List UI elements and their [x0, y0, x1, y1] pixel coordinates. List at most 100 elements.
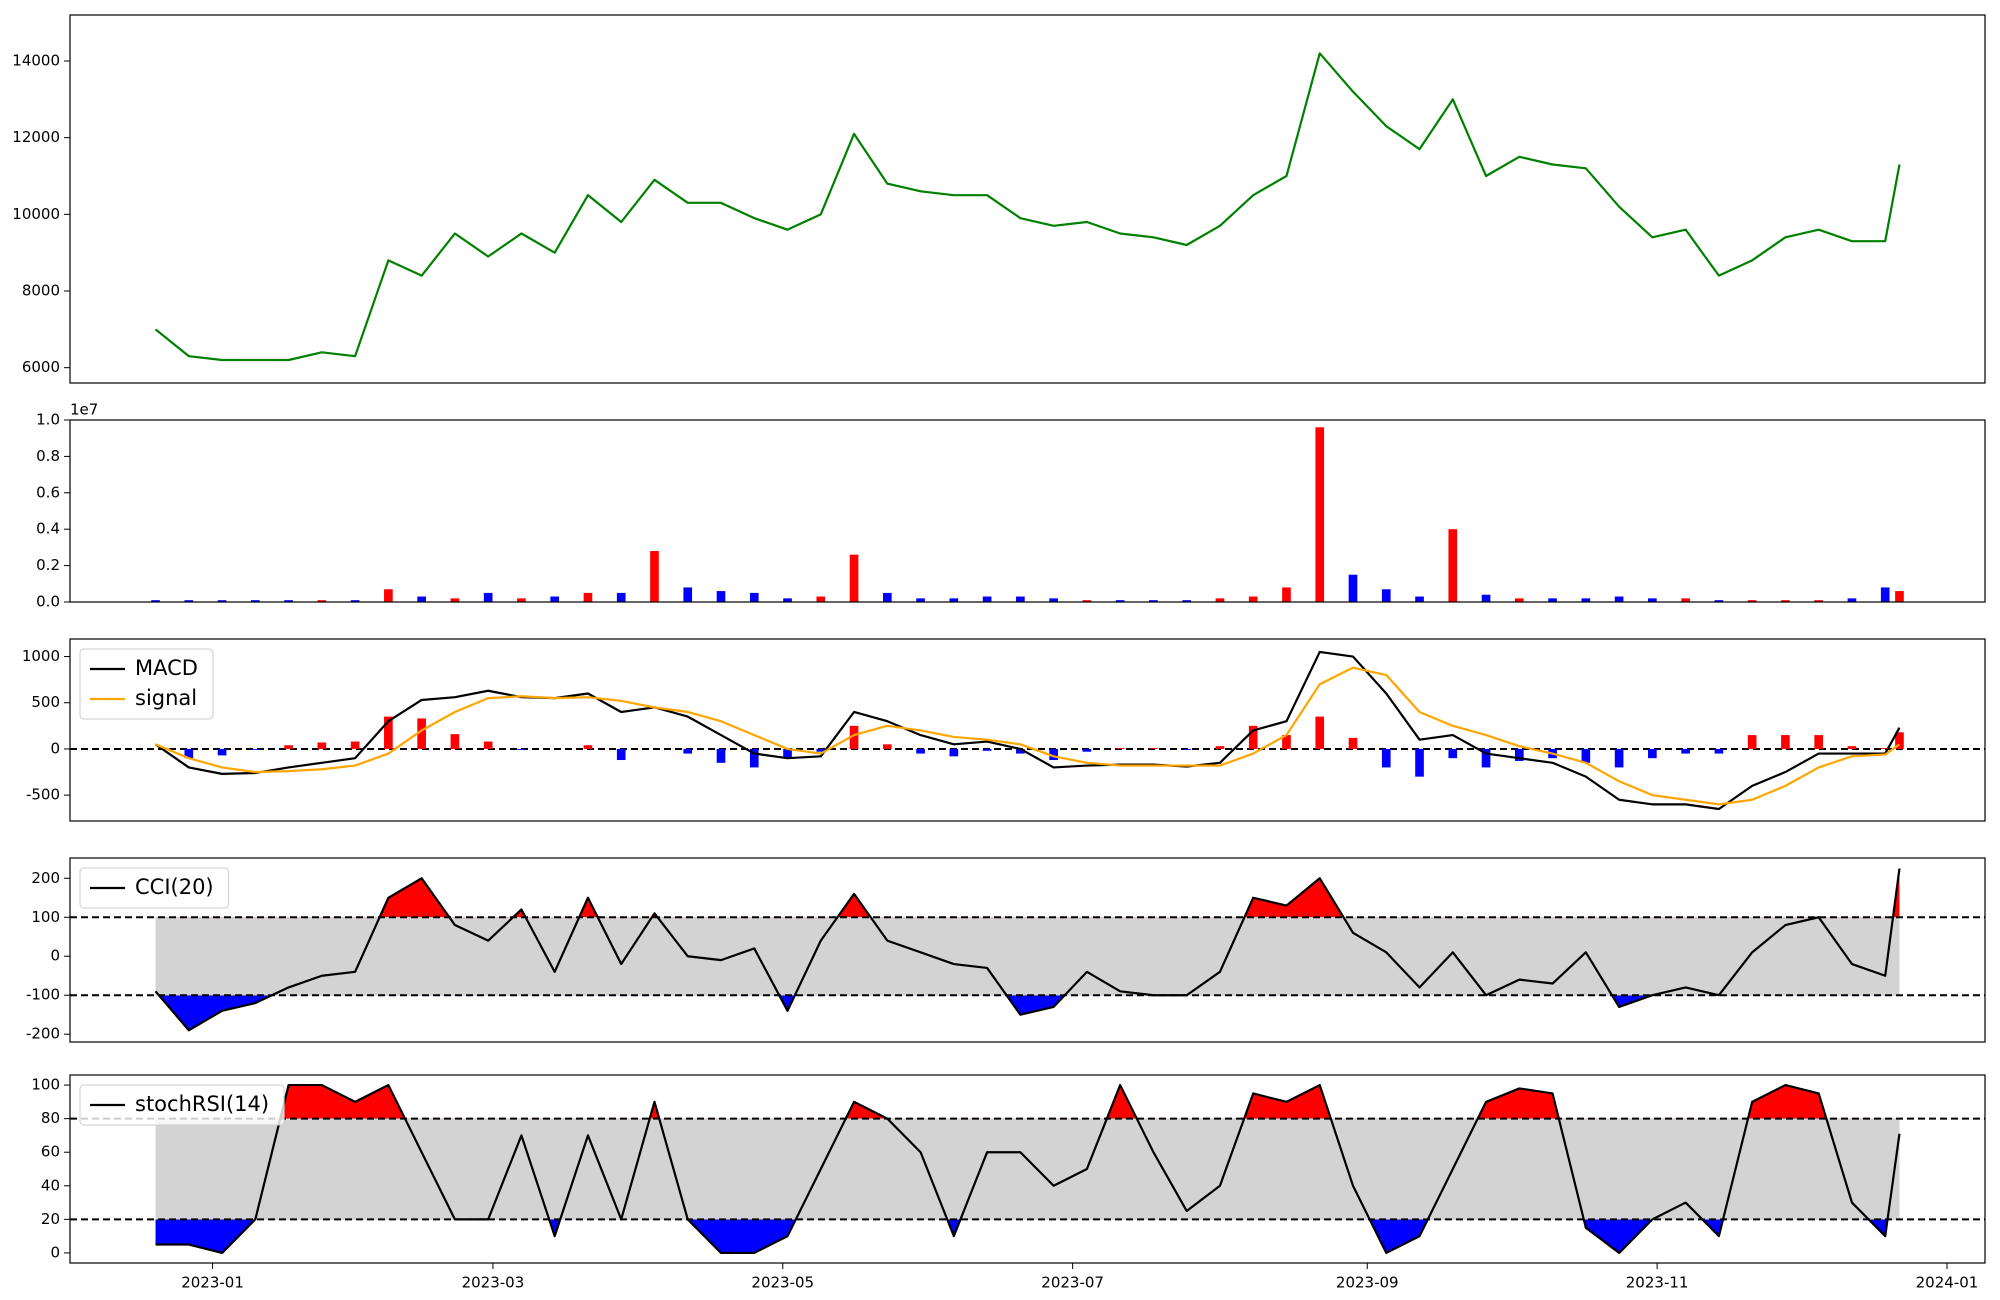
bar: [949, 598, 959, 602]
bar: [550, 596, 560, 602]
bar: [1614, 748, 1624, 768]
panel: -200 -100 0 100 200 CCI(20): [26, 857, 1986, 1043]
bar: [583, 592, 593, 602]
bar: [217, 600, 227, 602]
bar: [1880, 748, 1890, 749]
bar: [1115, 600, 1125, 602]
y-tick-label: 40: [41, 1176, 60, 1194]
legend-label: MACD: [135, 656, 198, 680]
plot-frame: [69, 14, 1986, 384]
y-tick-label: 500: [31, 693, 60, 711]
line: [154, 52, 1901, 362]
y-tick-label: -500: [26, 786, 60, 804]
bar: [1149, 600, 1158, 602]
bar: [1648, 598, 1657, 602]
y-tick-label: 8000: [22, 282, 60, 300]
y-tick-label: 60: [41, 1143, 60, 1161]
bar: [1049, 598, 1058, 602]
y-tick-label: 0.0: [36, 593, 60, 611]
bar: [384, 589, 393, 602]
bar: [1016, 596, 1025, 602]
neutral-band: [155, 1118, 1900, 1220]
bar: [882, 592, 892, 602]
x-tick-label: 2023-07: [1041, 1274, 1104, 1292]
bar: [749, 748, 759, 768]
bar: [949, 748, 959, 757]
bar: [1847, 746, 1857, 749]
bar: [1814, 600, 1824, 602]
legend-box: [79, 1084, 285, 1126]
bar: [350, 741, 360, 749]
bar: [849, 725, 859, 749]
bar: [1681, 598, 1690, 602]
bar: [417, 596, 426, 602]
bar: [1248, 725, 1258, 749]
y-tick-label: 0.2: [36, 556, 60, 574]
y-tick-label: 0.6: [36, 483, 60, 501]
y-tick-label: 20: [41, 1210, 60, 1228]
x-tick-label: 2024-01: [1916, 1274, 1979, 1292]
bar: [1781, 735, 1790, 749]
bar: [1481, 594, 1491, 602]
panel: -500 0 500 1000 MACD signal: [22, 638, 1986, 822]
bar: [1415, 596, 1424, 602]
y-tick-label: 0: [50, 1243, 60, 1261]
bar: [683, 587, 693, 602]
x-tick-label: 2023-03: [462, 1274, 525, 1292]
x-tick-label: 2023-05: [751, 1274, 814, 1292]
y-tick-label: 10000: [12, 205, 60, 223]
bar: [1448, 748, 1458, 759]
bar: [616, 592, 626, 602]
line: [155, 666, 1901, 806]
bar: [1282, 735, 1291, 749]
bar: [483, 741, 493, 749]
y-tick-label: 0: [50, 947, 60, 965]
plot-frame: [69, 638, 1986, 822]
panel: 6000 8000 10000 12000 14000: [12, 14, 1986, 384]
bar: [184, 748, 194, 759]
bar: [1182, 748, 1192, 750]
y-tick-label: 100: [31, 1076, 60, 1094]
bar: [1182, 600, 1192, 602]
bar: [650, 551, 659, 602]
bar: [1581, 748, 1591, 763]
legend-box: [79, 867, 230, 909]
bar: [1481, 748, 1491, 768]
bar: [583, 745, 593, 749]
bar: [1149, 748, 1158, 749]
neutral-band: [155, 917, 1900, 996]
y-tick-label: 14000: [12, 52, 60, 70]
bar: [1248, 596, 1258, 602]
bar: [982, 748, 992, 751]
bar: [616, 748, 626, 761]
bar: [1895, 732, 1904, 749]
y-tick-label: 100: [31, 908, 60, 926]
bar: [1049, 748, 1058, 761]
bar: [350, 600, 360, 602]
bar: [1747, 735, 1757, 749]
x-tick-label: 2023-09: [1336, 1274, 1399, 1292]
y-tick-label: 0.4: [36, 520, 60, 538]
bar: [217, 748, 227, 756]
y-tick-label: 6000: [22, 358, 60, 376]
bar: [517, 748, 526, 750]
bar: [1315, 716, 1325, 749]
bar: [816, 596, 826, 602]
bar: [1581, 598, 1591, 602]
legend-box: [79, 648, 214, 720]
y-tick-label: 12000: [12, 128, 60, 146]
bar: [1814, 735, 1824, 749]
above-fill: [155, 1085, 1900, 1119]
bar: [1514, 598, 1524, 602]
bar: [1895, 591, 1904, 602]
bar: [1548, 598, 1557, 602]
y-tick-label: 200: [31, 869, 60, 887]
bar: [1714, 600, 1724, 602]
bar: [1082, 748, 1092, 752]
bar: [916, 598, 925, 602]
bar: [982, 596, 992, 602]
bar: [284, 745, 293, 749]
bar: [1348, 574, 1358, 602]
y-tick-label: 1000: [22, 647, 60, 665]
bar: [1415, 748, 1424, 777]
